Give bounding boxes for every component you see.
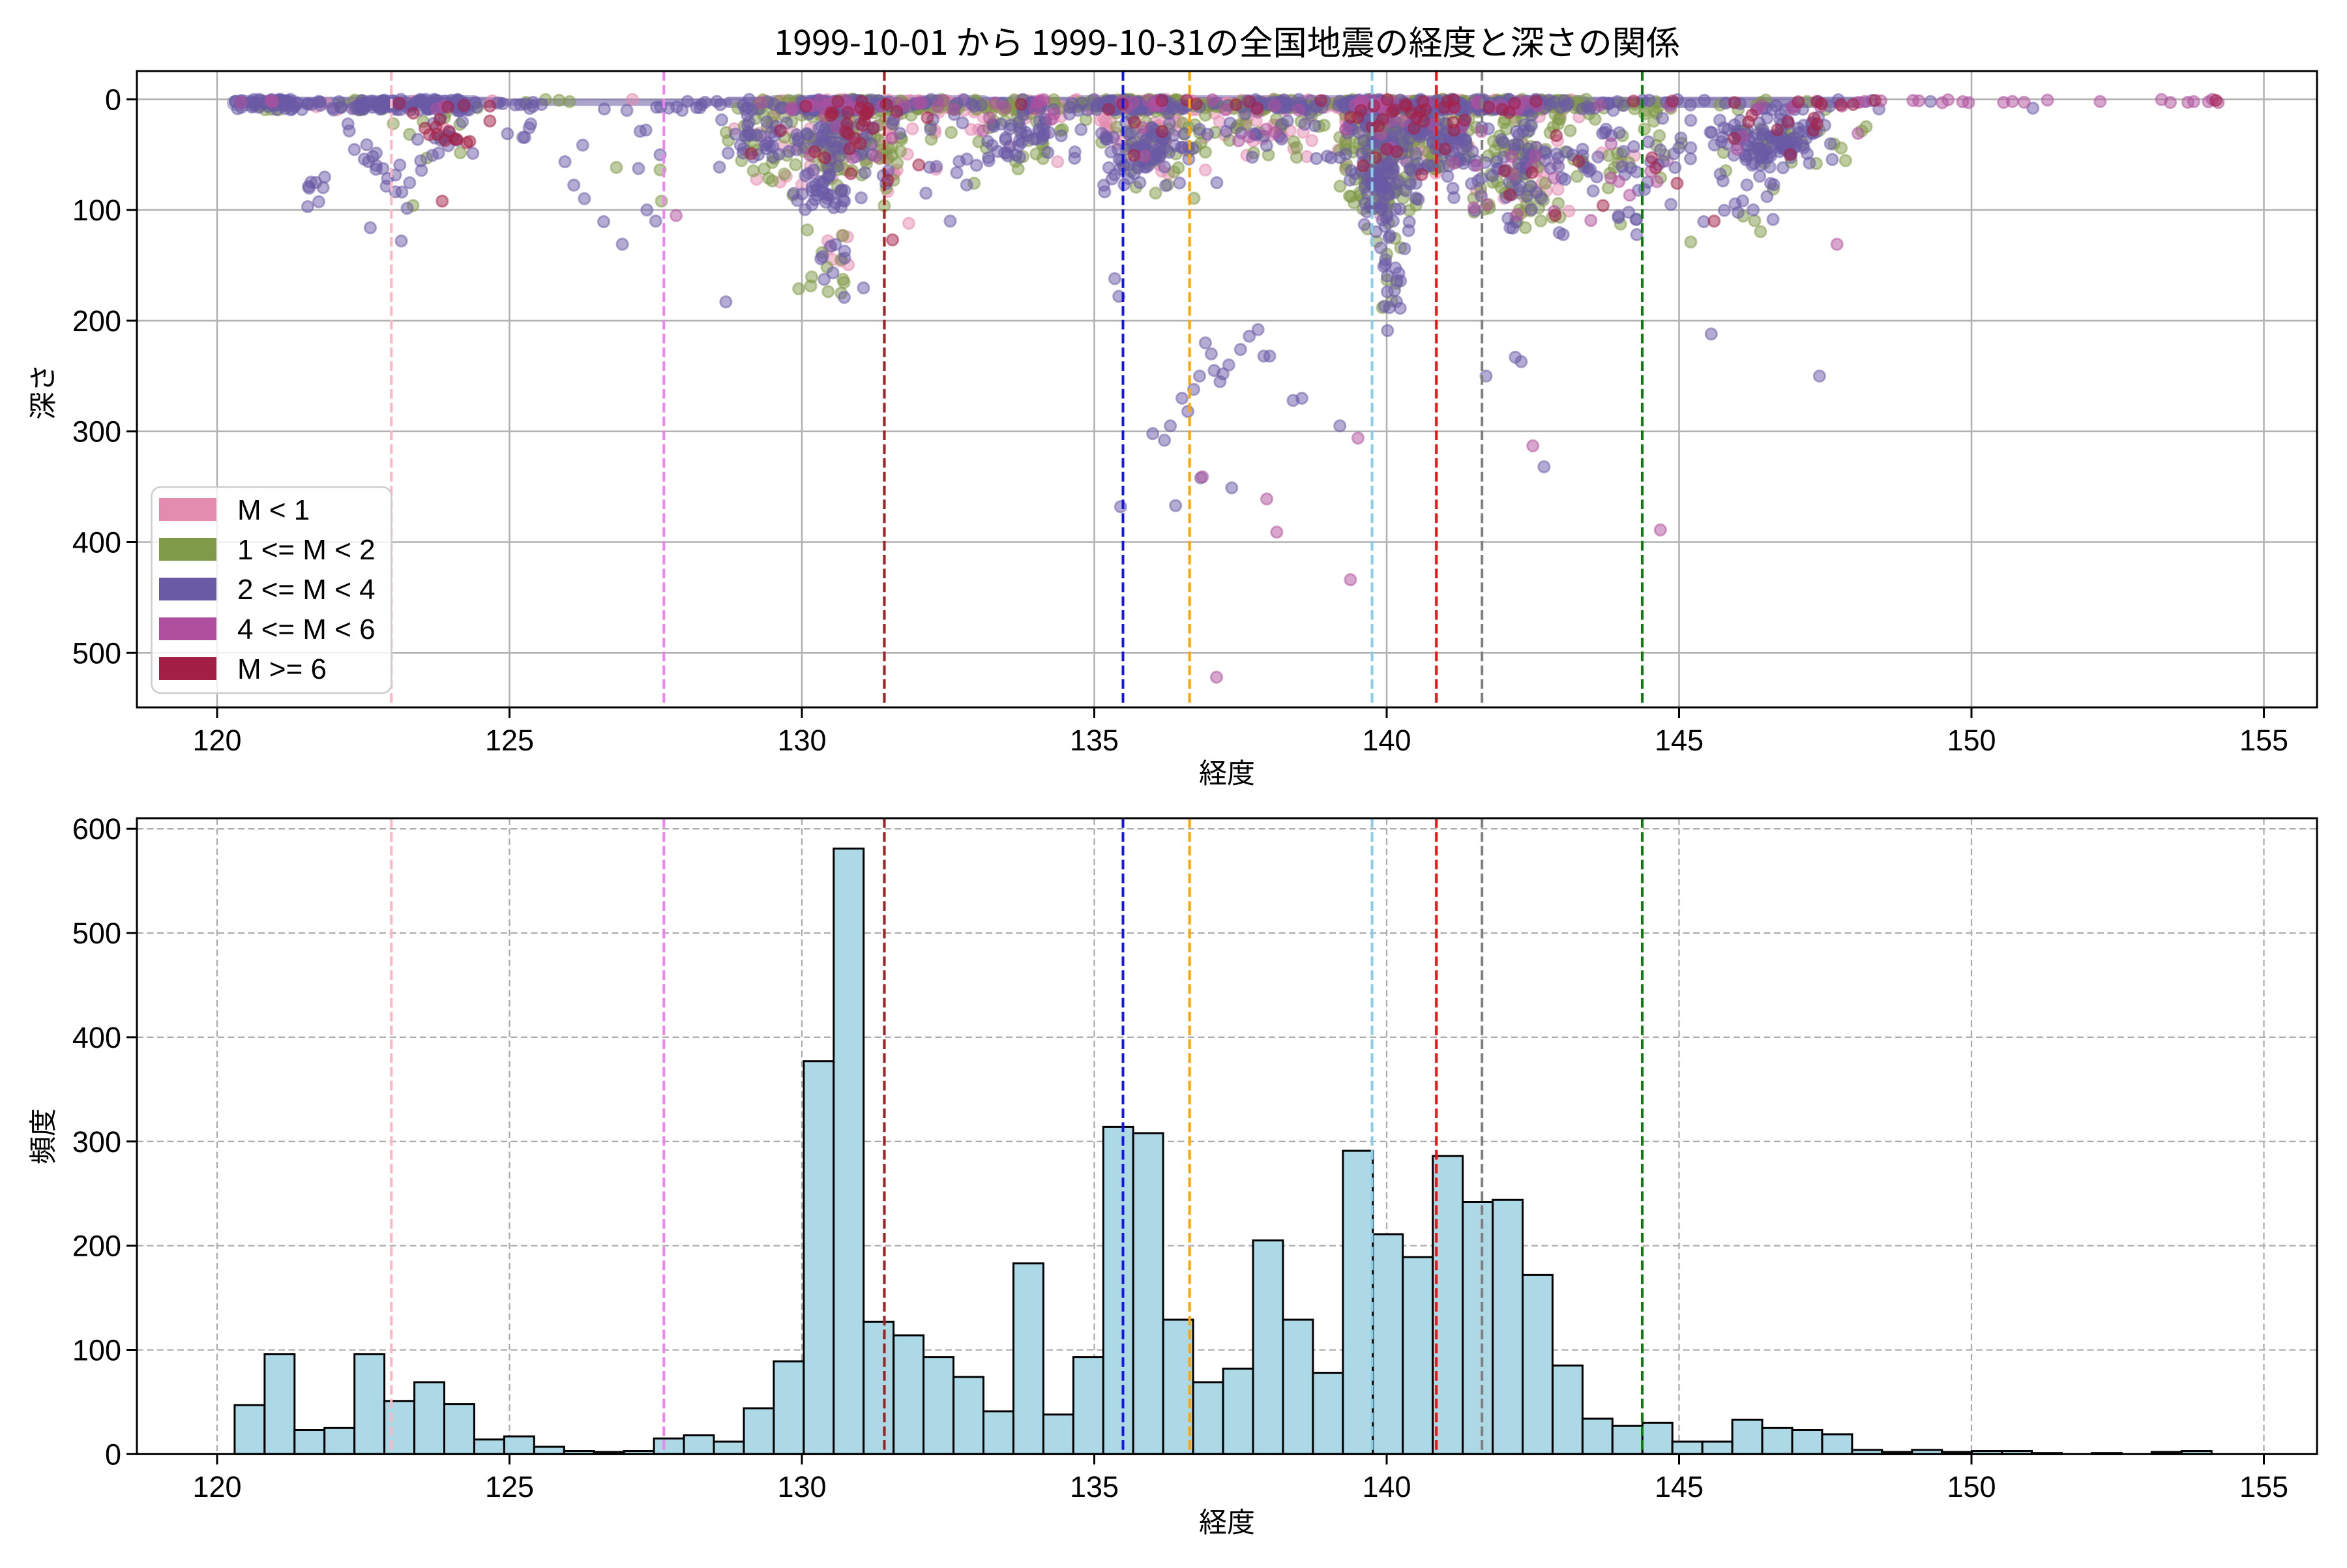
svg-text:2 <= M < 4: 2 <= M < 4 [237, 574, 376, 606]
svg-text:150: 150 [1947, 724, 1996, 757]
svg-text:4 <= M < 6: 4 <= M < 6 [237, 614, 376, 645]
svg-text:125: 125 [485, 1470, 534, 1503]
svg-text:140: 140 [1362, 724, 1411, 757]
svg-text:150: 150 [1947, 1470, 1996, 1503]
svg-text:1 <= M < 2: 1 <= M < 2 [237, 534, 376, 566]
svg-text:130: 130 [777, 724, 826, 757]
svg-text:120: 120 [192, 1470, 241, 1503]
svg-text:M >= 6: M >= 6 [237, 653, 327, 685]
svg-text:140: 140 [1362, 1470, 1411, 1503]
svg-text:300: 300 [72, 1125, 121, 1159]
svg-text:130: 130 [777, 1470, 826, 1503]
svg-text:M < 1: M < 1 [237, 494, 310, 526]
svg-text:125: 125 [485, 724, 534, 757]
svg-text:100: 100 [72, 194, 121, 227]
svg-text:155: 155 [2239, 1470, 2288, 1503]
svg-text:200: 200 [72, 304, 121, 338]
svg-text:300: 300 [72, 415, 121, 449]
svg-text:500: 500 [72, 636, 121, 670]
svg-text:120: 120 [192, 724, 241, 757]
svg-text:135: 135 [1070, 1470, 1119, 1503]
svg-text:145: 145 [1655, 1470, 1704, 1503]
svg-text:145: 145 [1655, 724, 1704, 757]
svg-text:155: 155 [2239, 724, 2288, 757]
svg-text:135: 135 [1070, 724, 1119, 757]
svg-text:500: 500 [72, 917, 121, 950]
svg-text:0: 0 [105, 1438, 121, 1471]
svg-text:400: 400 [72, 526, 121, 559]
svg-text:200: 200 [72, 1230, 121, 1263]
svg-text:600: 600 [72, 812, 121, 846]
svg-text:100: 100 [72, 1334, 121, 1367]
svg-text:400: 400 [72, 1021, 121, 1054]
svg-text:0: 0 [105, 83, 121, 116]
